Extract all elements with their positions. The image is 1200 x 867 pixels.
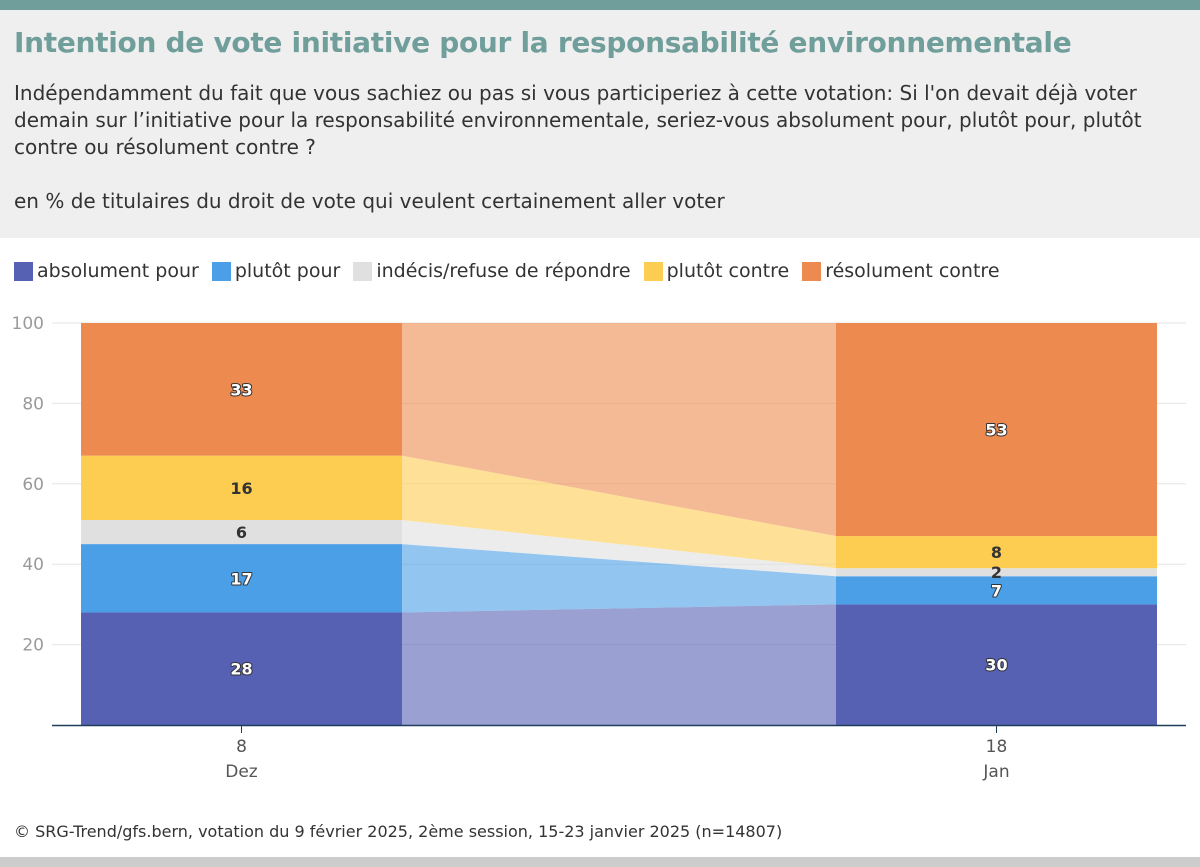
x-tick-label-day: 8 — [236, 737, 247, 757]
legend-item[interactable]: absolument pour — [14, 260, 199, 282]
data-label: 33 — [230, 380, 252, 399]
transition-band — [402, 544, 836, 613]
bar-segment — [81, 455, 402, 520]
bar-segment — [836, 568, 1157, 577]
y-tick-label: 100 — [12, 314, 44, 334]
bar-segment — [81, 612, 402, 725]
legend-item[interactable]: plutôt contre — [643, 260, 790, 282]
transition-band — [402, 323, 836, 537]
legend-label: absolument pour — [37, 260, 199, 282]
legend-item[interactable]: indécis/refuse de répondre — [353, 260, 631, 282]
data-label: 8 — [991, 543, 1002, 562]
legend-item[interactable]: plutôt pour — [211, 260, 341, 282]
transition-band — [402, 455, 836, 569]
x-tick-label-day: 18 — [986, 737, 1008, 757]
bottom-bar — [0, 857, 1200, 867]
transition-band — [402, 604, 836, 725]
legend-label: indécis/refuse de répondre — [376, 260, 631, 282]
x-tick-label-month: Dez — [225, 762, 258, 782]
transition-band — [402, 519, 836, 577]
data-label: 7 — [991, 581, 1002, 600]
bar-segment — [836, 576, 1157, 605]
data-label: 2 — [991, 563, 1002, 582]
legend-swatch — [802, 261, 822, 281]
legend-label: plutôt pour — [234, 260, 341, 282]
chart-legend: absolument pour plutôt pour indécis/refuse… — [14, 258, 1013, 284]
chart-title: Intention de vote initiative pour la res… — [14, 26, 1072, 59]
data-label: 17 — [230, 569, 252, 588]
legend-swatch — [643, 261, 663, 281]
y-tick-label: 80 — [22, 394, 44, 414]
y-tick-label: 60 — [22, 475, 44, 495]
legend-swatch — [211, 261, 231, 281]
data-label: 6 — [236, 523, 247, 542]
chart-question: Indépendamment du fait que vous sachiez … — [14, 81, 1142, 159]
unit-note: en % de titulaires du droit de vote qui … — [14, 189, 725, 213]
legend-label: plutôt contre — [666, 260, 790, 282]
stacked-bar-chart: 20 40 60 80 100 28 30 17 7 6 2 16 8 33 53 8 Dez 18 Jan — [12, 314, 1186, 782]
legend-swatch — [14, 261, 33, 281]
x-tick-label-month: Jan — [982, 762, 1009, 782]
bar-segment — [81, 544, 402, 613]
source-note: © SRG-Trend/gfs.bern, votation du 9 févr… — [14, 822, 783, 841]
legend-label: résolument contre — [825, 260, 1000, 282]
legend-swatch — [353, 261, 373, 281]
bar-segment — [81, 519, 402, 545]
y-tick-label: 20 — [22, 636, 44, 656]
bar-segment — [836, 604, 1157, 725]
data-label: 30 — [985, 656, 1007, 675]
bar-segment — [81, 323, 402, 456]
top-accent-bar — [0, 0, 1200, 10]
legend-item[interactable]: résolument contre — [802, 260, 1000, 282]
bar-segment — [836, 536, 1157, 569]
data-label: 28 — [230, 660, 252, 679]
header-panel — [0, 10, 1200, 238]
data-label: 16 — [230, 479, 252, 498]
y-tick-label: 40 — [22, 555, 44, 575]
data-label: 53 — [985, 421, 1007, 440]
bar-segment — [836, 323, 1157, 537]
